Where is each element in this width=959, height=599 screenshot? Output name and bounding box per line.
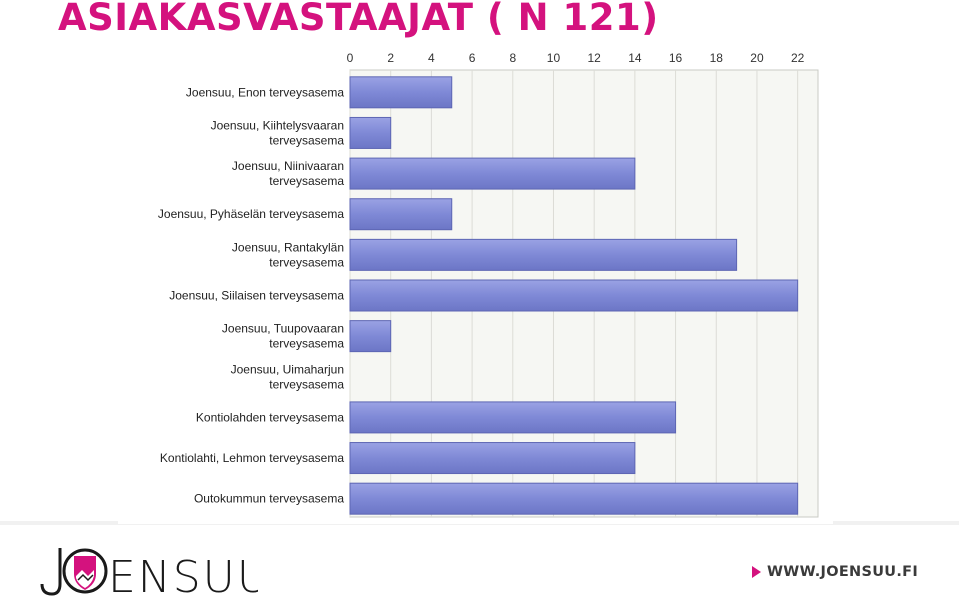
x-tick-label: 12 [587,51,601,65]
category-label: Joensuu, Niinivaaran terveysasema [232,159,344,188]
bar [349,157,636,190]
category-label: Outokummun terveysasema [194,492,344,506]
bar-chart: 0 2 4 6 8 10 12 14 16 18 20 22 Joensuu, Enon tervey… [158,51,819,518]
x-tick-label: 0 [347,51,354,65]
category-label: Joensuu, Pyhäselän terveysasema [158,207,344,221]
website-text: WWW.JOENSUU.FI [767,564,919,580]
category-label-line: Outokummun terveysasema [194,492,344,506]
bar [349,279,799,312]
category-label-line: terveysasema [269,255,344,269]
bar [349,442,636,475]
category-label: Joensuu, Kiihtelysvaaran terveysasema [211,118,345,147]
category-label-line: terveysasema [269,337,344,351]
category-label-line: terveysasema [269,174,344,188]
category-label-line: Joensuu, Rantakylän [232,240,344,254]
x-tick-label: 22 [791,51,805,65]
bar [349,401,677,434]
x-tick-label: 2 [387,51,394,65]
category-label-line: Joensuu, Pyhäselän terveysasema [158,207,344,221]
category-label-line: Kontiolahti, Lehmon terveysasema [160,451,344,465]
category-label: Joensuu, Rantakylän terveysasema [232,240,344,269]
website-link[interactable]: WWW.JOENSUU.FI [752,562,918,582]
logo-text: ENSUU [108,552,258,598]
category-label-line: Joensuu, Enon terveysasema [186,85,344,99]
category-label-line: terveysasema [269,377,344,391]
x-tick-label: 16 [669,51,683,65]
joensuu-logo: ENSUU [40,548,258,598]
category-label-line: Kontiolahden terveysasema [196,410,344,424]
category-label-line: terveysasema [269,133,344,147]
bar [349,320,392,353]
bar [349,116,392,149]
x-tick-label: 10 [547,51,561,65]
category-label: Kontiolahden terveysasema [196,410,344,424]
x-tick-label: 18 [710,51,724,65]
category-label-line: Joensuu, Tuupovaaran [222,322,344,336]
chart-card: 0 2 4 6 8 10 12 14 16 18 20 22 Joensuu, Enon tervey… [118,48,833,524]
logo-emblem [40,548,108,596]
x-tick-label: 4 [428,51,435,65]
x-tick-label: 6 [469,51,476,65]
bar [349,198,453,231]
category-label-line: Joensuu, Uimaharjun [231,362,344,376]
arrow-right-icon [752,566,761,578]
category-label-line: Joensuu, Siilaisen terveysasema [169,289,344,303]
bar [349,76,453,109]
category-label: Kontiolahti, Lehmon terveysasema [160,451,344,465]
category-label: Joensuu, Uimaharjun terveysasema [231,362,345,391]
category-label: Joensuu, Siilaisen terveysasema [169,289,344,303]
x-tick-label: 8 [509,51,516,65]
slide-title: ASIAKASVASTAAJAT ( N 121) [58,0,659,39]
category-label-line: Joensuu, Kiihtelysvaaran [211,118,344,132]
bar [349,238,738,271]
category-label: Joensuu, Tuupovaaran terveysasema [222,322,344,351]
bar [349,482,799,515]
category-label: Joensuu, Enon terveysasema [186,85,344,99]
x-tick-label: 14 [628,51,642,65]
x-tick-label: 20 [750,51,764,65]
category-label-line: Joensuu, Niinivaaran [232,159,344,173]
